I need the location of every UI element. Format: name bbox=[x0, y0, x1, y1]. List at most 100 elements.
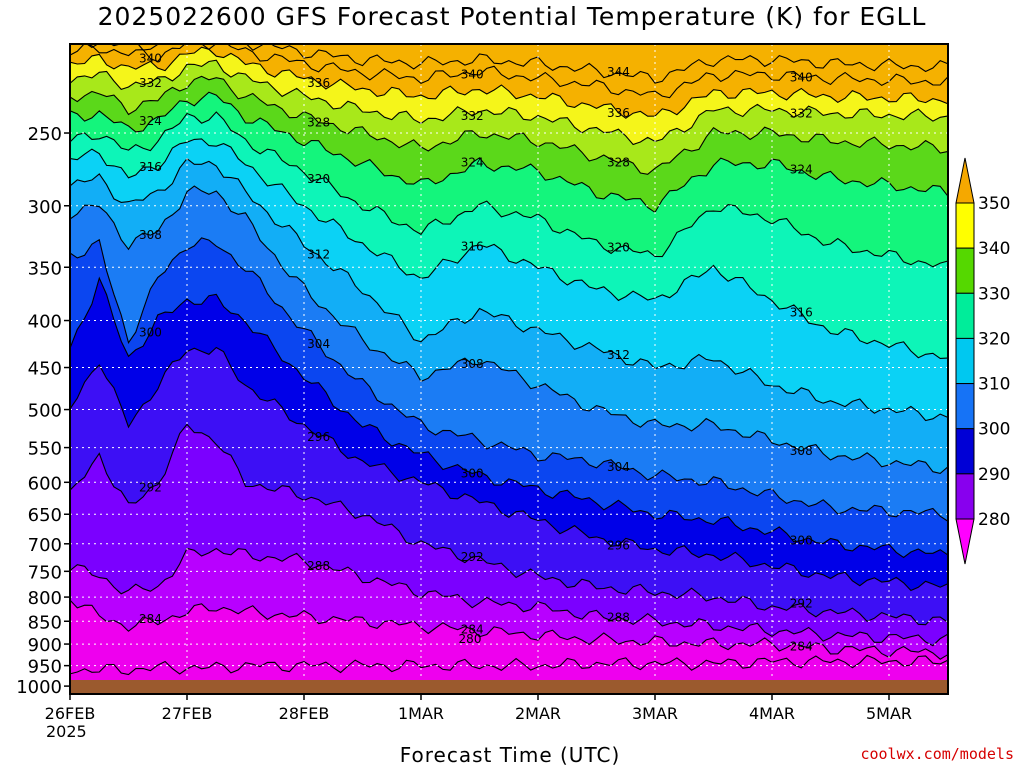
contour-label: 304 bbox=[607, 460, 630, 474]
contour-fills bbox=[70, 44, 948, 694]
credit-link[interactable]: coolwx.com/models bbox=[860, 745, 1014, 763]
colorbar-label: 350 bbox=[978, 194, 1010, 214]
contour-label: 316 bbox=[790, 306, 813, 320]
contour-line-340 bbox=[70, 44, 948, 99]
colorbar: 350 340 330 320 310 300 290 280 bbox=[955, 157, 1010, 565]
colorbar-label: 300 bbox=[978, 420, 1010, 440]
contour-line-336 bbox=[70, 46, 948, 119]
colorbar-segment bbox=[955, 383, 975, 430]
contour-label-group: 284 284 284 288 288 292 292 292 296 296 300 300 300 3… bbox=[139, 52, 813, 654]
y-tick-label: 750 bbox=[28, 562, 62, 583]
colorbar-bottom-arrow bbox=[955, 518, 975, 565]
y-axis: 2503003504004505005506006507007508008509… bbox=[16, 124, 70, 698]
contour-line-320 bbox=[70, 111, 948, 268]
contour-line-280 bbox=[70, 654, 948, 676]
plot-frame bbox=[69, 43, 949, 695]
colorbar-segment bbox=[955, 292, 975, 339]
contour-label: 300 bbox=[790, 533, 813, 547]
contour-label: 292 bbox=[461, 550, 484, 564]
y-tick-label: 700 bbox=[28, 535, 62, 556]
y-tick-label: 1000 bbox=[16, 677, 62, 698]
colorbar-segment bbox=[955, 473, 975, 520]
contour-label: 324 bbox=[461, 156, 484, 170]
contour-label: 336 bbox=[307, 76, 330, 90]
contour-label: 344 bbox=[607, 65, 630, 79]
terrain bbox=[70, 680, 948, 694]
colorbar-label: 330 bbox=[978, 284, 1010, 304]
contour-label: 336 bbox=[607, 106, 630, 120]
y-tick-label: 350 bbox=[28, 258, 62, 279]
contour-line-292 bbox=[70, 423, 948, 626]
contour-label: 296 bbox=[607, 538, 630, 552]
contour-lines bbox=[70, 44, 948, 676]
y-tick-label: 650 bbox=[28, 505, 62, 526]
y-tick-label: 800 bbox=[28, 588, 62, 609]
x-tick-label: 2MAR bbox=[515, 704, 561, 723]
x-tick-label: 3MAR bbox=[632, 704, 678, 723]
contour-label: 324 bbox=[139, 114, 162, 128]
contour-label: 300 bbox=[139, 326, 162, 340]
y-tick-label: 600 bbox=[28, 473, 62, 494]
y-tick-label: 450 bbox=[28, 359, 62, 380]
contour-label: 340 bbox=[461, 67, 484, 81]
contour-line-288 bbox=[70, 547, 948, 647]
contour-line-312 bbox=[70, 157, 948, 422]
contour-label: 288 bbox=[307, 559, 330, 573]
x-tick-label: 28FEB bbox=[279, 704, 330, 723]
contour-label: 316 bbox=[139, 160, 162, 174]
y-tick-label: 850 bbox=[28, 612, 62, 633]
contour-label: 284 bbox=[139, 612, 162, 626]
x-tick-label: 1MAR bbox=[398, 704, 444, 723]
contour-label: 328 bbox=[607, 156, 630, 170]
y-tick-label: 500 bbox=[28, 401, 62, 422]
colorbar-label: 290 bbox=[978, 465, 1010, 485]
contour-label: 312 bbox=[607, 348, 630, 362]
colorbar-segment bbox=[955, 202, 975, 249]
contour-line-332 bbox=[70, 59, 948, 146]
contour-label: 304 bbox=[307, 337, 330, 351]
x-tick-label: 4MAR bbox=[749, 704, 795, 723]
x-tick-label: 27FEB bbox=[162, 704, 213, 723]
contour-label: 320 bbox=[307, 172, 330, 186]
contour-label: 288 bbox=[607, 610, 630, 624]
contour-line-324 bbox=[70, 91, 948, 214]
colorbar-segment bbox=[955, 428, 975, 475]
x-axis-title: Forecast Time (UTC) bbox=[399, 743, 621, 767]
colorbar-label: 340 bbox=[978, 239, 1010, 259]
colorbar-segment bbox=[955, 337, 975, 385]
colorbar-label: 310 bbox=[978, 375, 1010, 395]
contour-line-344 bbox=[85, 44, 948, 84]
contour-line-296 bbox=[70, 346, 948, 592]
contour-line-284 bbox=[70, 599, 948, 660]
contour-line-300 bbox=[70, 276, 948, 559]
colorbar-label: 280 bbox=[978, 510, 1010, 530]
x-axis: 26FEB 27FEB 28FEB 1MAR 2MAR 3MAR 4MAR 5MAR bbox=[45, 694, 912, 723]
contour-label: 340 bbox=[139, 52, 162, 66]
contour-label: 284 bbox=[461, 622, 484, 636]
x-tick-label: 26FEB bbox=[45, 704, 96, 723]
contour-label: 316 bbox=[461, 239, 484, 253]
contour-label: 332 bbox=[790, 106, 813, 120]
contour-label: 308 bbox=[790, 444, 813, 458]
fill-band-340 bbox=[70, 44, 948, 98]
contour-label: 332 bbox=[461, 109, 484, 123]
colorbar-label: 320 bbox=[978, 329, 1010, 349]
y-tick-label: 950 bbox=[28, 657, 62, 678]
contour-label: 312 bbox=[307, 248, 330, 262]
colorbar-segment bbox=[955, 247, 975, 294]
contour-label: 296 bbox=[307, 430, 330, 444]
contour-line-328 bbox=[70, 75, 948, 175]
chart-title: 2025022600 GFS Forecast Potential Temper… bbox=[97, 2, 927, 31]
contour-label: 292 bbox=[139, 480, 162, 494]
y-tick-label: 550 bbox=[28, 439, 62, 460]
x-axis-year-label: 2025 bbox=[46, 722, 87, 741]
plot-border bbox=[69, 43, 949, 695]
contour-label: 320 bbox=[607, 241, 630, 255]
contour-line-308 bbox=[70, 185, 948, 474]
contour-label: 284 bbox=[790, 639, 813, 653]
contour-label: 300 bbox=[461, 466, 484, 480]
contour-label: 340 bbox=[790, 70, 813, 84]
contour-label: 280 bbox=[459, 632, 482, 646]
y-tick-label: 900 bbox=[28, 635, 62, 656]
